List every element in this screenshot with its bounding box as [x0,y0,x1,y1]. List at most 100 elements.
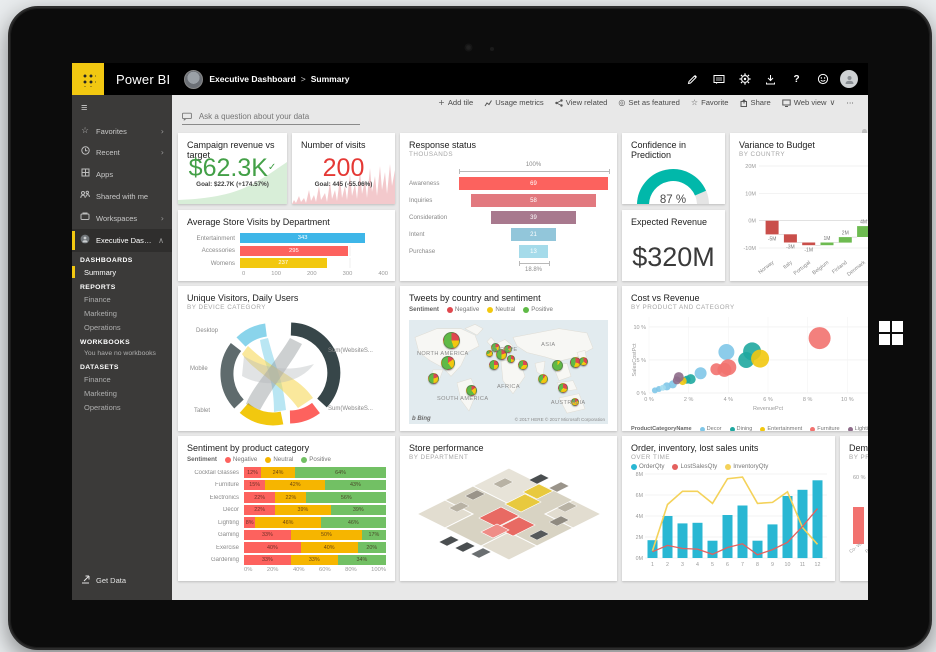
funnel-bar[interactable]: 21 [510,228,557,242]
smiley-icon[interactable] [814,71,831,88]
hamburger-icon[interactable]: ≡ [81,102,88,114]
scatter-point[interactable] [718,344,735,361]
sidebar-item-workspaces[interactable]: Workspaces › [72,207,172,229]
stacked-segment[interactable]: 33% [244,554,291,566]
stacked-segment[interactable]: 33% [290,554,338,566]
help-icon[interactable]: ? [793,73,800,85]
stacked-segment[interactable]: 46% [255,517,321,528]
stacked-segment[interactable]: 34% [337,554,386,566]
funnel-bar[interactable]: 69 [459,177,608,191]
sidebar-item-dataset-operations[interactable]: Operations [84,402,121,412]
stacked-segment[interactable]: 64% [295,467,386,478]
order-bar[interactable] [707,541,718,559]
funnel-bar[interactable]: 58 [470,194,597,208]
scatter-point[interactable] [808,327,831,350]
get-data-button[interactable]: Get Data [72,569,190,592]
stacked-segment[interactable]: 40% [244,542,301,553]
order-bar[interactable] [677,523,688,559]
tile-campaign-revenue[interactable]: Campaign revenue vs target $62.3K✓ Goal:… [178,133,287,204]
legend-item[interactable]: Decor [699,426,722,431]
tile-response-status[interactable]: Response status THOUSANDS 100% Awareness 6… [400,133,617,281]
waterfall-bar[interactable] [820,242,834,246]
scatter-point[interactable] [720,359,737,376]
scatter-point[interactable] [694,367,707,380]
scatter-point[interactable] [751,349,770,368]
gear-icon[interactable] [736,71,753,88]
order-bar[interactable] [782,496,793,559]
funnel-bar[interactable]: 13 [519,245,548,259]
stacked-segment[interactable]: 22% [244,504,276,516]
stacked-segment[interactable]: 43% [324,479,386,491]
sidebar-item-summary[interactable]: Summary [72,265,172,279]
waterfall-bar[interactable] [838,237,852,243]
stacked-segment[interactable]: 40% [300,542,358,553]
legend-item[interactable]: Positive [523,306,553,313]
map-pie-marker[interactable] [488,359,499,370]
set-as-featured-button[interactable]: ◎ Set as featured [618,98,680,107]
favorite-button[interactable]: ☆ Favorite [690,98,729,107]
demand-bar[interactable] [853,507,864,545]
tile-cost-vs-revenue[interactable]: Cost vs Revenue BY PRODUCT AND CATEGORY … [622,286,868,431]
legend-item[interactable]: Neutral [265,456,293,463]
view-related-button[interactable]: View related [555,98,607,107]
legend-item[interactable]: OrderQty [631,463,664,470]
breadcrumb-workspace[interactable]: Executive Dashboard [209,74,296,84]
share-button[interactable]: Share [740,98,771,107]
stacked-segment[interactable]: 33% [244,529,291,541]
download-icon[interactable] [762,71,779,88]
legend-item[interactable]: Furniture [810,426,840,431]
stacked-segment[interactable]: 22% [244,492,276,503]
map-pie-marker[interactable] [578,357,588,367]
order-bar[interactable] [752,541,763,559]
map-pie-marker[interactable] [496,348,508,360]
order-bar[interactable] [737,505,748,559]
stacked-segment[interactable]: 8% [244,517,256,528]
map-pie-marker[interactable] [466,385,478,397]
order-bar[interactable] [662,516,673,559]
order-bar[interactable] [812,480,823,559]
stacked-segment[interactable]: 50% [290,529,362,541]
edit-icon[interactable] [684,71,701,88]
tile-variance-to-budget[interactable]: Variance to Budget BY COUNTRY 20M 10M 0M -1… [730,133,868,281]
add-tile-button[interactable]: + Add tile [438,98,474,107]
sidebar-item-dataset-marketing[interactable]: Marketing [84,388,117,398]
sidebar-item-report-operations[interactable]: Operations [84,322,121,332]
stacked-segment[interactable]: 24% [261,467,296,478]
legend-item[interactable]: Lighting [847,426,868,431]
tile-demand[interactable]: Demand BY PRODU 60 %Co- W...Prism M...Co… [840,436,868,581]
tile-store-performance[interactable]: Store performance BY DEPARTMENT [400,436,617,581]
order-bar[interactable] [722,515,733,559]
stacked-segment[interactable]: 12% [244,467,262,478]
bar[interactable]: 237 [240,258,327,269]
legend-item[interactable]: Entertainment [760,426,802,431]
funnel-bar[interactable]: 39 [491,211,576,225]
qna-search[interactable] [182,111,360,125]
sidebar-item-executive-dashboard[interactable]: Executive Dashbo... ∧ [72,229,172,252]
order-bar[interactable] [797,490,808,559]
stacked-segment[interactable]: 15% [244,479,266,491]
usage-metrics-button[interactable]: Usage metrics [484,98,544,107]
map-pie-marker[interactable] [551,360,563,372]
web-view-dropdown[interactable]: Web view ∨ [782,98,835,107]
stacked-segment[interactable]: 17% [361,529,386,541]
account-icon[interactable] [840,70,858,88]
tile-tweets-map[interactable]: Tweets by country and sentiment Sentimen… [400,286,617,431]
tile-sentiment-by-category[interactable]: Sentiment by product category Sentiment N… [178,436,395,581]
tile-average-store-visits[interactable]: Average Store Visits by Department Enter… [178,210,395,281]
legend-item[interactable]: Positive [301,456,331,463]
stacked-segment[interactable]: 39% [330,504,386,516]
bar[interactable]: 295 [240,245,348,256]
more-options-button[interactable]: ⋯ [846,98,854,107]
map-pie-marker[interactable] [491,342,501,352]
comment-icon[interactable] [710,71,727,88]
waterfall-bar[interactable] [783,234,797,243]
breadcrumb-page[interactable]: Summary [310,74,350,84]
order-bar[interactable] [692,523,703,559]
stacked-segment[interactable]: 22% [275,492,307,503]
legend-item[interactable]: LostSalesQty [672,463,717,470]
scatter-point[interactable] [673,372,684,383]
tile-confidence-prediction[interactable]: Confidence in Prediction 87 %0 %100 % [622,133,725,204]
map-pie-marker[interactable] [428,372,440,384]
stacked-segment[interactable]: 56% [306,492,386,503]
waterfall-bar[interactable] [802,242,816,246]
